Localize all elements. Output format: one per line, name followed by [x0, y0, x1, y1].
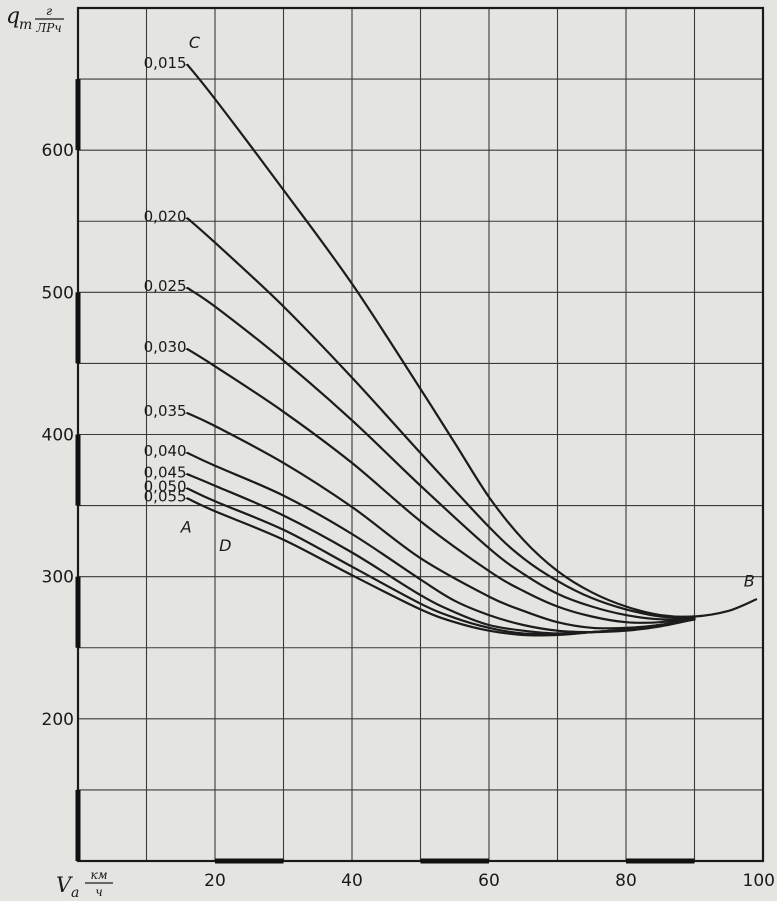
point-label-B: B — [744, 572, 755, 591]
point-label-C: C — [189, 33, 201, 52]
x-tick-label: 60 — [478, 871, 500, 891]
x-axis-subscript: a — [71, 885, 79, 901]
labels-layer: 200 300 400 500 600 20 40 60 80 100 0,015 0,020 0,02… — [42, 33, 775, 891]
y-axis-unit-denominator: ЛРч — [35, 21, 62, 35]
y-tick-label: 600 — [42, 141, 74, 161]
curve-0-040 — [186, 451, 696, 634]
point-label-D: D — [219, 536, 231, 555]
curve-label: 0,040 — [144, 442, 187, 460]
curve-label: 0,020 — [144, 207, 187, 225]
curve-0-030 — [186, 348, 696, 624]
y-axis-subscript: т — [19, 17, 32, 33]
curve-label: 0,030 — [144, 338, 187, 356]
grid-layer — [78, 8, 763, 861]
y-axis-symbol: q — [6, 4, 20, 29]
curve-0-020 — [186, 217, 696, 619]
x-tick-label: 20 — [204, 871, 226, 891]
curve-label: 0,045 — [144, 463, 187, 481]
point-label-A: A — [180, 518, 192, 537]
curve-0-035 — [186, 412, 696, 630]
y-tick-label: 300 — [42, 568, 74, 588]
curve-label: 0,055 — [144, 487, 187, 505]
plot-frame — [75, 6, 765, 864]
curve-0-025 — [186, 287, 696, 621]
curves-layer — [186, 63, 758, 637]
curve-label: 0,015 — [144, 54, 187, 72]
y-axis-unit-numerator: г — [46, 4, 52, 18]
x-axis-unit-denominator: ч — [95, 885, 102, 899]
curve-label: 0,050 — [144, 478, 187, 496]
x-axis-title: V a км ч — [56, 868, 113, 901]
curve-label: 0,025 — [144, 277, 187, 295]
y-tick-label: 500 — [42, 283, 74, 303]
x-axis-symbol: V — [56, 873, 73, 897]
y-axis-title: q т г ЛРч — [6, 4, 64, 35]
y-tick-label: 200 — [42, 710, 74, 730]
x-tick-label: 40 — [341, 871, 363, 891]
x-tick-label: 100 — [743, 871, 775, 891]
x-axis-unit-numerator: км — [90, 868, 107, 882]
x-tick-label: 80 — [615, 871, 637, 891]
curve-0-055 — [186, 497, 696, 637]
curve-label: 0,035 — [144, 402, 187, 420]
y-tick-label: 400 — [42, 426, 74, 446]
